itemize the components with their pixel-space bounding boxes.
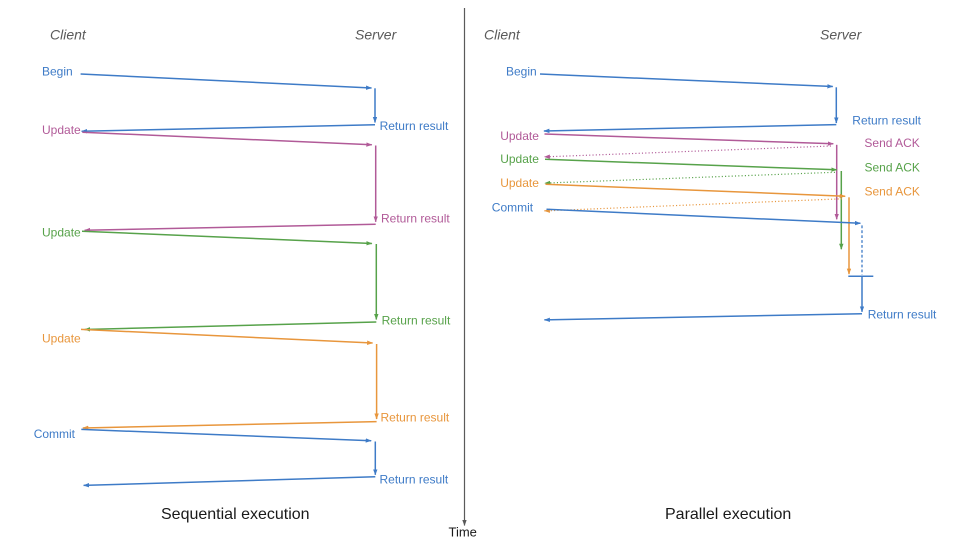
svg-text:Send ACK: Send ACK: [865, 161, 920, 175]
svg-text:Update: Update: [42, 332, 81, 346]
svg-text:Return result: Return result: [380, 473, 449, 487]
svg-text:Begin: Begin: [506, 65, 537, 79]
svg-text:Return result: Return result: [381, 410, 450, 424]
svg-text:Return result: Return result: [868, 308, 937, 322]
svg-text:Update: Update: [42, 226, 81, 240]
svg-text:Time: Time: [449, 525, 477, 540]
svg-text:Sequential execution: Sequential execution: [161, 506, 310, 523]
svg-text:Send ACK: Send ACK: [865, 185, 920, 199]
svg-text:Client: Client: [50, 27, 87, 43]
svg-text:Update: Update: [500, 152, 539, 166]
svg-text:Update: Update: [500, 129, 539, 143]
svg-text:Server: Server: [355, 27, 398, 43]
svg-text:Client: Client: [484, 27, 521, 43]
svg-text:Begin: Begin: [42, 65, 73, 79]
svg-text:Parallel execution: Parallel execution: [665, 506, 791, 523]
svg-text:Send ACK: Send ACK: [864, 136, 919, 150]
svg-text:Return result: Return result: [852, 114, 921, 128]
svg-text:Commit: Commit: [492, 200, 534, 214]
svg-text:Update: Update: [42, 123, 81, 137]
svg-text:Server: Server: [820, 27, 863, 43]
svg-text:Update: Update: [500, 176, 539, 190]
svg-text:Commit: Commit: [34, 427, 76, 441]
svg-text:Return result: Return result: [381, 212, 450, 226]
svg-text:Return result: Return result: [380, 119, 449, 133]
svg-text:Return result: Return result: [382, 314, 451, 328]
